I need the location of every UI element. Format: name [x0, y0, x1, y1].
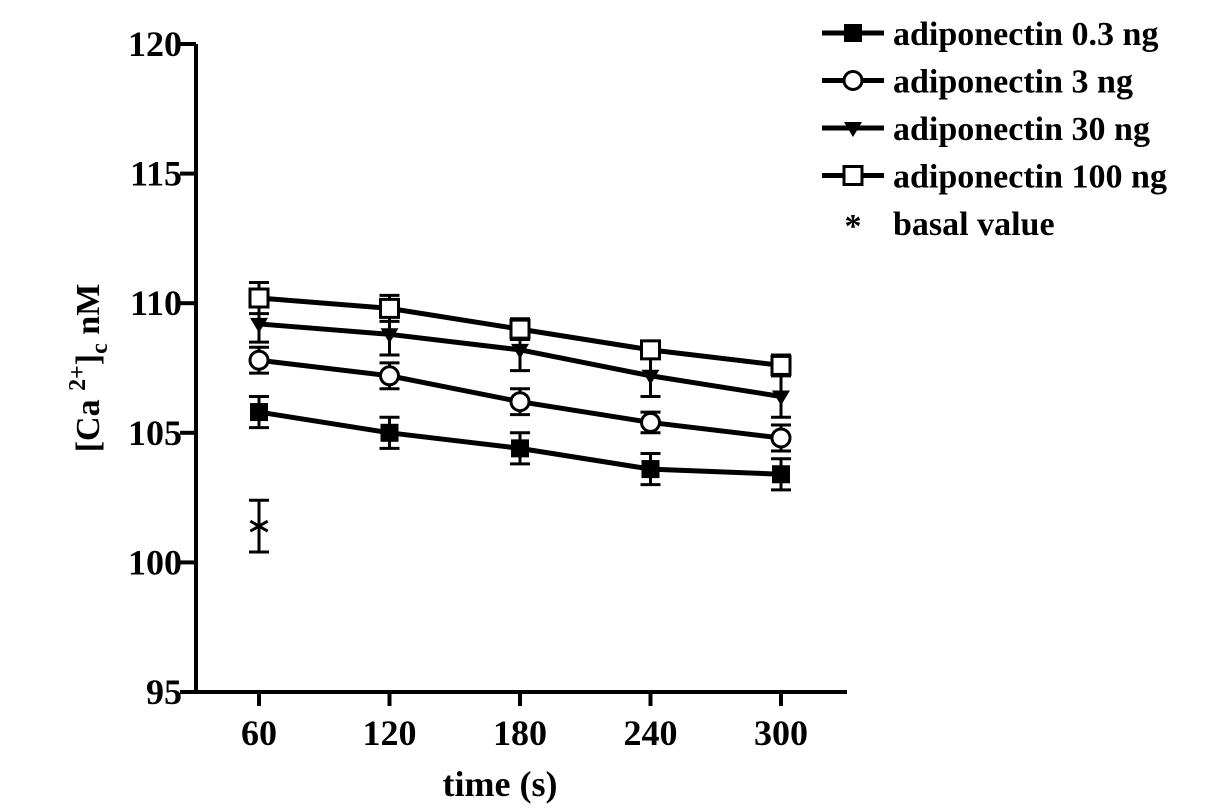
data-point	[379, 365, 400, 387]
legend-label: adiponectin 30 ng	[893, 111, 1150, 148]
legend-marker-basal: *	[845, 208, 862, 245]
data-point	[640, 339, 661, 361]
data-point	[770, 354, 792, 376]
y-tick-label: 105	[128, 413, 182, 453]
data-point	[511, 343, 529, 359]
y-axis-title-part: ]	[70, 354, 107, 365]
basal-point	[249, 519, 269, 533]
data-point	[248, 349, 270, 371]
y-tick-label: 115	[130, 154, 182, 194]
y-tick-label: 110	[130, 283, 182, 323]
data-point	[379, 297, 400, 319]
legend-marker	[842, 70, 864, 91]
data-point	[250, 403, 268, 422]
legend: adiponectin 0.3 ng adiponectin 3 ng adipon…	[822, 16, 1167, 245]
y-axis-title: [Ca 2+]c nM	[65, 284, 113, 453]
data-point	[770, 427, 792, 449]
data-point	[772, 390, 790, 406]
data-point	[250, 317, 268, 333]
legend-label: adiponectin 0.3 ng	[893, 16, 1158, 53]
y-tick-label: 120	[128, 24, 182, 64]
data-point	[641, 460, 660, 479]
data-point	[248, 287, 270, 309]
legend-marker	[844, 122, 862, 137]
data-point	[641, 369, 660, 385]
y-axis-title-part: c	[87, 343, 113, 354]
data-point	[511, 439, 529, 458]
y-axis-title-part: [Ca	[70, 391, 107, 452]
x-tick-label: 120	[363, 713, 417, 753]
y-tick-label: 100	[128, 542, 182, 582]
x-tick-label: 240	[624, 713, 678, 753]
data-point	[380, 423, 399, 442]
legend-label: basal value	[893, 206, 1055, 243]
data-point	[380, 328, 399, 344]
legend-marker	[844, 24, 862, 42]
x-tick-label: 300	[754, 713, 808, 753]
legend-label: adiponectin 3 ng	[893, 64, 1133, 101]
x-axis-title: time (s)	[443, 764, 558, 804]
data-point	[509, 318, 531, 340]
y-axis-title-part: 2+	[65, 365, 91, 391]
y-tick-label: 95	[146, 672, 182, 712]
y-axis-title-part: nM	[70, 284, 107, 344]
legend-label: adiponectin 100 ng	[893, 159, 1167, 196]
data-point	[509, 391, 531, 413]
legend-marker	[842, 165, 864, 186]
data-point	[772, 465, 790, 484]
data-point	[640, 411, 661, 433]
x-tick-label: 180	[493, 713, 547, 753]
plot-area: 95 100 105 110 115 120 60 120 180 240 300 time (s) […	[65, 24, 847, 804]
x-tick-label: 60	[241, 713, 277, 753]
